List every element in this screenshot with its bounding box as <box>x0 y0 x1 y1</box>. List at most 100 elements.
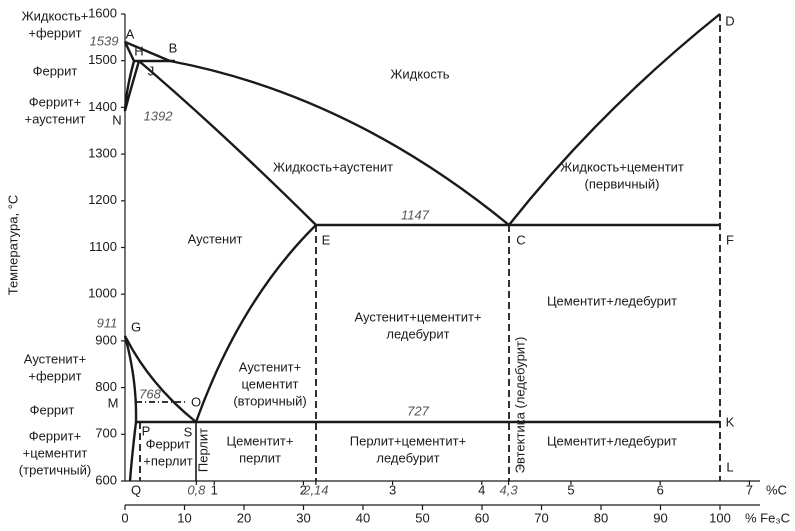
point-label: D <box>725 13 734 28</box>
region-label: Аустенит+ <box>239 359 301 374</box>
point-label: G <box>131 319 141 334</box>
y-tick-label: 1600 <box>88 5 117 20</box>
line <box>123 335 197 423</box>
x2-tick-label: 0 <box>121 510 128 525</box>
x-unit: %C <box>766 482 787 497</box>
region-label: Аустенит <box>188 231 243 246</box>
y-tick-label: 1100 <box>89 239 117 254</box>
region-label: Феррит+ <box>29 94 81 109</box>
temperature-label: 1147 <box>401 207 430 222</box>
region-label: (вторичный) <box>233 393 306 408</box>
point-label: J <box>148 63 155 78</box>
temperature-label: 911 <box>97 315 118 330</box>
point-label: C <box>516 232 525 247</box>
region-label: Жидкость+ <box>22 8 89 23</box>
y-tick-label: 1200 <box>88 192 117 207</box>
x-tick-label: 6 <box>657 482 664 497</box>
y-tick-label: 1300 <box>88 146 117 161</box>
y-tick-label: 1500 <box>88 52 117 67</box>
region-label: ледебурит <box>376 450 439 465</box>
y-tick-label: 900 <box>95 332 117 347</box>
region-label: +перлит <box>143 453 192 468</box>
x2-tick-label: 80 <box>594 510 608 525</box>
x2-unit: % Fe₃C <box>745 510 790 525</box>
x-tick-label: 2,14 <box>302 482 328 497</box>
region-label: Феррит+ <box>29 428 81 443</box>
region-label: Феррит <box>146 436 191 451</box>
region-label: Цементит+ <box>227 433 294 448</box>
temperature-label: 768 <box>139 386 161 401</box>
region-label: Эвтектика (ледебурит) <box>512 337 527 474</box>
region-label: ледебурит <box>386 326 449 341</box>
x-tick-label: 1 <box>211 482 218 497</box>
line <box>123 60 141 112</box>
x2-tick-label: 30 <box>296 510 310 525</box>
x2-tick-label: 100 <box>709 510 731 525</box>
x2-tick-label: 60 <box>475 510 489 525</box>
point-label: N <box>112 112 121 127</box>
point-label: M <box>108 395 119 410</box>
region-label: Жидкость+цементит <box>560 159 684 174</box>
point-label: K <box>726 414 735 429</box>
y-axis-title: Температура, °C <box>5 195 20 296</box>
dashed-line <box>139 14 721 481</box>
region-label: Жидкость+аустенит <box>273 159 393 174</box>
region-label: Жидкость <box>390 66 449 81</box>
region-label: Аустенит+ <box>24 351 86 366</box>
line <box>138 60 317 226</box>
phase-lines <box>123 13 721 482</box>
x2-tick-label: 70 <box>534 510 548 525</box>
region-label: Перлит+цементит+ <box>350 433 466 448</box>
x2-tick-label: 50 <box>415 510 429 525</box>
line <box>123 335 138 482</box>
point-label: H <box>134 43 143 58</box>
region-label: Перлит <box>195 428 210 472</box>
point-label: F <box>726 232 734 247</box>
region-label: +феррит <box>28 25 81 40</box>
x-tick-label: 5 <box>567 482 574 497</box>
region-label: +аустенит <box>25 111 86 126</box>
point-label: Q <box>131 482 141 497</box>
x-tick-label: 3 <box>389 482 396 497</box>
x2-tick-label: 40 <box>356 510 370 525</box>
point-label: S <box>184 424 193 439</box>
region-label: +феррит <box>28 368 81 383</box>
region-label: цементит <box>241 376 298 391</box>
temperature-label: 1539 <box>90 33 119 48</box>
region-label: Феррит <box>33 63 78 78</box>
point-label: L <box>726 459 733 474</box>
y-tick-label: 1000 <box>88 286 117 301</box>
x-tick-label: 0,8 <box>187 482 206 497</box>
temperature-label: 727 <box>407 403 429 418</box>
point-label: B <box>169 40 178 55</box>
x2-tick-label: 90 <box>653 510 667 525</box>
line <box>508 13 721 226</box>
region-label: (третичный) <box>19 462 91 477</box>
point-label: O <box>191 394 201 409</box>
x-tick-label: 4,3 <box>500 482 519 497</box>
y-tick-label: 600 <box>95 472 117 487</box>
line <box>194 224 317 423</box>
point-label: E <box>322 232 331 247</box>
y-tick-label: 800 <box>95 379 117 394</box>
region-label: Феррит <box>30 402 75 417</box>
temperature-label: 1392 <box>144 108 174 123</box>
region-label: Цементит+ледебурит <box>547 293 677 308</box>
x-tick-label: 7 <box>746 482 753 497</box>
region-label: Аустенит+цементит+ <box>354 309 481 324</box>
y-tick-label: 700 <box>95 426 117 441</box>
y-tick-label: 1400 <box>88 99 117 114</box>
region-label: (первичный) <box>585 176 660 191</box>
x2-tick-label: 20 <box>237 510 251 525</box>
region-label: +цементит <box>23 445 88 460</box>
region-label: Цементит+ледебурит <box>547 433 677 448</box>
region-label: перлит <box>239 450 281 465</box>
point-label: A <box>126 26 135 41</box>
line <box>169 59 510 226</box>
x-tick-label: 2 <box>300 482 307 497</box>
x2-tick-label: 10 <box>177 510 191 525</box>
line <box>123 40 171 63</box>
x-tick-label: 4 <box>478 482 485 497</box>
point-label: P <box>142 423 151 438</box>
